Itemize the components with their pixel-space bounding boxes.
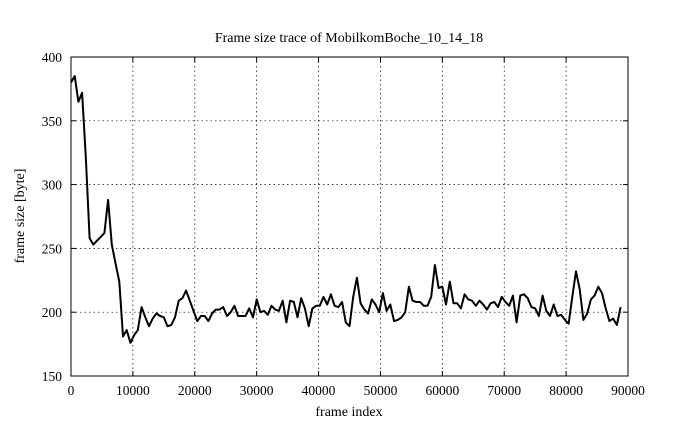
x-tick-label: 80000: [549, 383, 583, 398]
y-tick-label: 200: [42, 305, 63, 320]
series-layer: [70, 75, 622, 344]
series-line: [70, 75, 622, 344]
x-tick-label: 0: [68, 383, 75, 398]
x-axis-tick-labels: 0 10000 20000 30000 40000 50000 60000 70000 8000…: [68, 383, 646, 398]
x-tick-label: 30000: [240, 383, 274, 398]
y-tick-label: 400: [42, 50, 63, 65]
x-axis-label: frame index: [315, 405, 382, 420]
x-tick-label: 40000: [302, 383, 336, 398]
y-tick-label: 350: [42, 114, 63, 129]
y-axis-tick-labels: 150 200 250 300 350 400: [42, 50, 63, 384]
x-tick-label: 10000: [116, 383, 150, 398]
plot-area-frame: [70, 56, 629, 377]
grid-lines: [71, 57, 628, 376]
x-tick-label: 60000: [425, 383, 459, 398]
y-tick-label: 150: [42, 369, 63, 384]
y-tick-label: 300: [42, 178, 63, 193]
x-tick-label: 90000: [611, 383, 645, 398]
x-tick-label: 70000: [487, 383, 521, 398]
y-tick-label: 250: [42, 241, 63, 256]
axis-ticks: [70, 56, 629, 377]
x-tick-label: 50000: [364, 383, 398, 398]
y-axis-label: frame size [byte]: [13, 169, 28, 264]
chart-title: Frame size trace of MobilkomBoche_10_14_…: [215, 31, 483, 46]
x-tick-label: 20000: [178, 383, 212, 398]
